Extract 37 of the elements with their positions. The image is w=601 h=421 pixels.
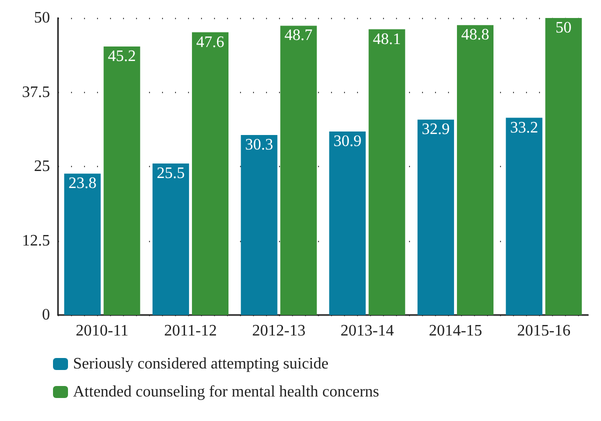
data-label: 25.5 bbox=[156, 165, 185, 182]
data-label: 47.6 bbox=[196, 34, 224, 51]
y-tick-label: 12.5 bbox=[22, 232, 50, 250]
x-tick-label: 2012-13 bbox=[252, 322, 306, 340]
bar bbox=[418, 120, 454, 315]
bar bbox=[104, 46, 140, 315]
data-label: 32.9 bbox=[422, 121, 450, 138]
bar bbox=[329, 131, 366, 315]
bar bbox=[368, 29, 406, 315]
bar bbox=[506, 118, 542, 315]
data-label: 23.8 bbox=[68, 175, 96, 192]
bar bbox=[240, 135, 278, 315]
y-tick-label: 25 bbox=[34, 158, 50, 175]
bar bbox=[192, 32, 228, 315]
data-label: 45.2 bbox=[108, 48, 136, 66]
legend-label: Attended counseling for mental health concerns bbox=[73, 384, 380, 400]
bar bbox=[152, 164, 190, 315]
bar bbox=[545, 18, 582, 315]
legend-label: Seriously considered attempting suicide bbox=[73, 356, 328, 372]
bar bbox=[456, 25, 494, 315]
data-label: 50 bbox=[556, 20, 572, 36]
x-tick-label: 2015-16 bbox=[517, 322, 570, 340]
x-tick-label: 2010-11 bbox=[76, 322, 129, 340]
data-label: 30.9 bbox=[333, 132, 362, 150]
x-tick-label: 2013-14 bbox=[340, 322, 394, 340]
data-label: 48.7 bbox=[284, 27, 313, 44]
y-tick-label: 37.5 bbox=[22, 84, 50, 101]
x-tick-label: 2014-15 bbox=[428, 322, 482, 340]
x-tick-label: 2011-12 bbox=[164, 322, 217, 340]
data-label: 30.3 bbox=[245, 136, 274, 154]
data-label: 48.1 bbox=[372, 30, 401, 48]
bar bbox=[64, 174, 101, 315]
bar bbox=[280, 26, 317, 315]
y-tick-label: 50 bbox=[34, 10, 50, 26]
data-label: 48.8 bbox=[461, 26, 490, 44]
data-label: 33.2 bbox=[510, 119, 538, 136]
y-tick-label: 0 bbox=[42, 306, 50, 324]
